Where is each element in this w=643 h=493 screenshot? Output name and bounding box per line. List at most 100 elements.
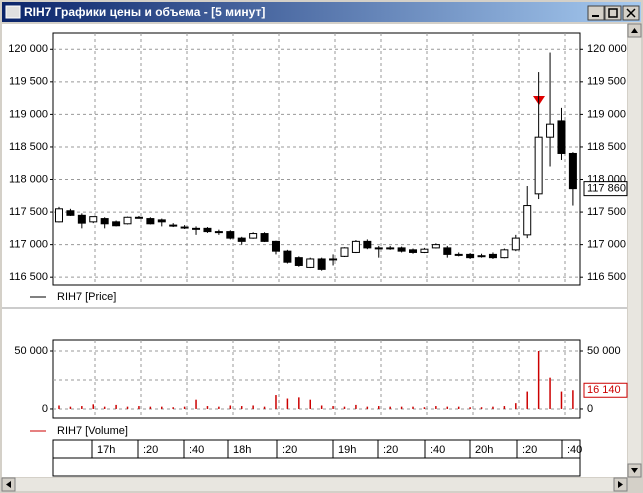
candle-body	[192, 227, 201, 230]
y2-tick-label: 117 500	[587, 206, 626, 218]
last-value-label: 117 860	[587, 183, 626, 195]
candle-body	[386, 247, 395, 250]
scroll-down-glyph	[631, 468, 638, 473]
y2-tick-label: 118 500	[587, 141, 626, 153]
candle-body	[294, 257, 303, 266]
candle-body	[89, 216, 98, 223]
y2-tick-label: 116 500	[587, 271, 626, 283]
candle-body	[317, 258, 326, 270]
window-title: RIH7 Графики цены и объема - [5 минут]	[24, 5, 265, 19]
candle-body	[466, 253, 475, 259]
maximize-glyph	[608, 8, 618, 18]
time-label: :20	[282, 444, 297, 456]
candle-body	[249, 233, 258, 239]
last-value-label: 16 140	[587, 384, 621, 396]
candle-body	[283, 250, 292, 263]
candle-body	[146, 218, 155, 225]
candle-body	[534, 136, 543, 195]
last-value-box	[583, 181, 628, 197]
candle-body	[431, 244, 440, 249]
candle-body	[66, 210, 75, 216]
candle-body	[237, 237, 246, 242]
scroll-left-glyph	[6, 481, 11, 488]
volume-legend: RIH7 [Volume]	[57, 425, 128, 437]
last-value-box	[583, 382, 628, 398]
candle-body	[329, 258, 338, 261]
candle-body	[157, 219, 166, 223]
price-legend: RIH7 [Price]	[57, 291, 116, 303]
candle-body	[397, 247, 406, 252]
y2-tick-label: 0	[587, 403, 593, 415]
y-tick-label: 0	[42, 403, 48, 415]
time-label: :40	[567, 444, 582, 456]
candle-body	[374, 247, 383, 250]
time-label: 20h	[475, 444, 493, 456]
candle-body	[100, 218, 109, 225]
candle-body	[123, 216, 132, 225]
candle-body	[477, 255, 486, 258]
time-label: :20	[143, 444, 158, 456]
time-label: 19h	[338, 444, 356, 456]
y2-tick-label: 50 000	[587, 345, 621, 357]
candle-body	[568, 152, 577, 190]
y-tick-label: 119 000	[9, 108, 48, 120]
y-tick-label: 119 500	[9, 76, 48, 88]
candle-body	[363, 240, 372, 249]
candle-body	[214, 231, 223, 234]
y2-tick-label: 119 500	[587, 76, 626, 88]
candle-body	[351, 240, 360, 253]
y-tick-label: 118 000	[9, 173, 48, 185]
candle-body	[203, 227, 212, 233]
y2-tick-label: 119 000	[587, 108, 626, 120]
candle-body	[260, 233, 269, 242]
time-label: :20	[522, 444, 537, 456]
y-tick-label: 116 500	[9, 271, 48, 283]
v-scrollbar[interactable]	[628, 24, 641, 477]
app-icon	[5, 5, 21, 19]
minimize-button[interactable]	[587, 5, 605, 21]
scroll-up-glyph	[631, 28, 638, 33]
title-bar	[2, 2, 641, 22]
y-tick-label: 50 000	[14, 345, 48, 357]
maximize-button[interactable]	[604, 5, 622, 21]
candle-body	[340, 247, 349, 257]
price-plot-frame	[52, 32, 581, 286]
candle-body	[523, 205, 532, 236]
time-label: :20	[383, 444, 398, 456]
candle-body	[226, 231, 235, 239]
time-label: 17h	[97, 444, 115, 456]
volume-plot-frame	[52, 339, 581, 419]
candle-body	[306, 258, 315, 268]
candle-body	[443, 247, 452, 255]
window-buttons[interactable]	[587, 5, 640, 21]
close-glyph	[626, 8, 636, 18]
y-tick-label: 117 000	[9, 239, 48, 251]
candle-body	[77, 214, 86, 224]
candle-body	[420, 248, 429, 253]
candle-body	[511, 237, 520, 251]
candle-body	[134, 216, 143, 219]
candle-body	[409, 249, 418, 253]
candle-body	[169, 224, 178, 227]
h-scrollbar[interactable]	[2, 478, 627, 491]
y-tick-label: 117 500	[9, 206, 48, 218]
candle-body	[454, 253, 463, 256]
time-label: :40	[189, 444, 204, 456]
candle-body	[271, 240, 280, 252]
candle-body	[488, 253, 497, 259]
y2-tick-label: 117 000	[587, 239, 626, 251]
y-tick-label: 118 500	[9, 141, 48, 153]
time-label: 18h	[233, 444, 251, 456]
time-label: :40	[430, 444, 445, 456]
candle-body	[180, 226, 189, 229]
candle-body	[500, 249, 509, 259]
candle-body	[557, 120, 566, 154]
candle-body	[112, 221, 121, 227]
y-tick-label: 120 000	[8, 43, 48, 55]
scroll-right-glyph	[618, 481, 623, 488]
candle-body	[55, 208, 63, 223]
candle-body	[546, 123, 555, 138]
chart-area	[2, 24, 627, 477]
